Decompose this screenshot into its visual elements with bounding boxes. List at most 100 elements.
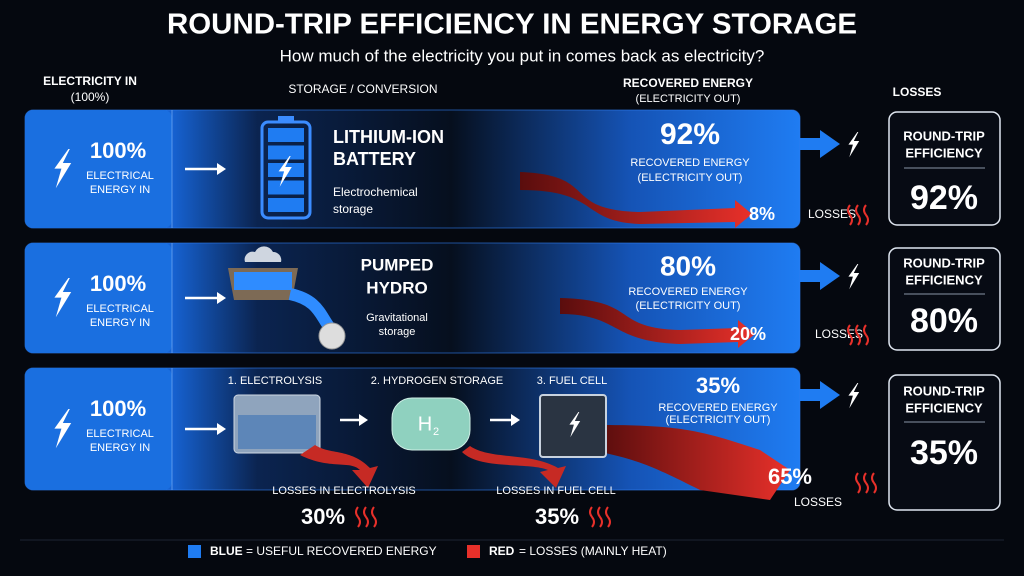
efficiency-value: 92% — [910, 179, 978, 217]
label: LOSSES — [808, 207, 856, 221]
arrowhead — [359, 414, 368, 426]
lightning-icon — [848, 132, 860, 158]
output-arrow — [800, 381, 840, 409]
label: ELECTRICAL — [86, 303, 154, 315]
label: 65% — [768, 464, 812, 489]
heat-icon — [863, 204, 869, 226]
label: 100% — [90, 271, 146, 296]
cloud-icon — [244, 246, 282, 262]
subtitle: How much of the electricity you put in c… — [280, 46, 765, 65]
loss-flow — [462, 446, 566, 488]
water-icon — [238, 415, 316, 449]
arrowhead — [217, 292, 226, 304]
battery-cell — [268, 198, 304, 212]
label: LOSSES — [794, 495, 842, 509]
label: ENERGY IN — [90, 442, 150, 454]
heat-icon — [847, 324, 853, 346]
label: Gravitational — [366, 312, 428, 324]
legend-text: = LOSSES (MAINLY HEAT) — [519, 544, 667, 558]
heat-icon — [863, 472, 869, 494]
battery-cell — [268, 145, 304, 160]
heat-icon — [855, 472, 861, 494]
tank-label: 2 — [433, 426, 439, 438]
label: 3. FUEL CELL — [537, 375, 608, 387]
efficiency-value: 80% — [910, 302, 978, 340]
column-header: STORAGE / CONVERSION — [288, 82, 437, 96]
lightning-icon — [848, 264, 860, 290]
heat-icon — [371, 506, 377, 528]
legend-text: = USEFUL RECOVERED ENERGY — [246, 544, 437, 558]
column-header: (ELECTRICITY OUT) — [636, 93, 741, 105]
label: storage — [333, 202, 373, 216]
label: LOSSES IN FUEL CELL — [496, 485, 615, 497]
lightning-icon — [278, 156, 292, 187]
label: 35% — [696, 373, 740, 398]
heat-icon — [363, 506, 369, 528]
heat-icon — [847, 204, 853, 226]
column-header: (100%) — [71, 90, 110, 104]
label: 100% — [90, 138, 146, 163]
label: ENERGY IN — [90, 317, 150, 329]
efficiency-box — [888, 247, 1001, 351]
lightning-icon — [569, 412, 581, 438]
label: storage — [379, 326, 416, 338]
water-icon — [234, 272, 292, 290]
label: 92% — [660, 118, 720, 151]
label: ROUND-TRIP — [903, 255, 985, 270]
lightning-icon — [848, 383, 860, 409]
title: ROUND-TRIP EFFICIENCY IN ENERGY STORAGE — [167, 9, 857, 41]
loss-flow — [560, 298, 755, 348]
heat-icon — [871, 472, 877, 494]
label: EFFICIENCY — [905, 272, 983, 287]
label: 80% — [660, 250, 716, 281]
legend-swatch — [467, 545, 480, 558]
label: 2. HYDROGEN STORAGE — [371, 375, 503, 387]
output-arrow — [800, 130, 840, 158]
heat-icon — [597, 506, 603, 528]
battery-icon — [278, 116, 294, 122]
legend-swatch — [188, 545, 201, 558]
input-box — [25, 243, 172, 353]
label: 8% — [749, 204, 775, 224]
input-box — [25, 110, 172, 228]
battery-cell — [268, 128, 304, 142]
label: EFFICIENCY — [905, 400, 983, 415]
heat-icon — [855, 204, 861, 226]
label: HYDRO — [366, 278, 427, 297]
lightning-icon — [54, 278, 72, 318]
loss-flow — [300, 445, 378, 488]
lightning-icon — [54, 409, 72, 449]
label: ELECTRICAL — [86, 428, 154, 440]
label: ENERGY IN — [90, 184, 150, 196]
fuel-cell-icon — [539, 394, 607, 458]
label: EFFICIENCY — [905, 145, 983, 160]
column-header: LOSSES — [893, 85, 942, 99]
label: 35% — [535, 504, 579, 529]
label: (ELECTRICITY OUT) — [638, 172, 743, 184]
label: 100% — [90, 396, 146, 421]
input-box — [25, 368, 172, 490]
loss-flow — [600, 425, 790, 500]
heat-icon — [855, 324, 861, 346]
legend-key: BLUE — [210, 544, 243, 558]
label: BATTERY — [333, 149, 416, 169]
label: (ELECTRICITY OUT) — [666, 414, 771, 426]
heat-icon — [863, 324, 869, 346]
arrowhead — [217, 163, 226, 175]
output-arrow — [800, 262, 840, 290]
label: RECOVERED ENERGY — [630, 157, 750, 169]
tank-label: H — [418, 413, 432, 435]
arrowhead — [511, 414, 520, 426]
lightning-icon — [54, 149, 72, 189]
label: ELECTRICAL — [86, 170, 154, 182]
label: PUMPED — [361, 255, 434, 274]
label: (ELECTRICITY OUT) — [636, 300, 741, 312]
turbine-icon — [318, 322, 346, 350]
column-header: RECOVERED ENERGY — [623, 76, 753, 90]
heat-icon — [605, 506, 611, 528]
tank-icon — [391, 397, 471, 451]
battery-cell — [268, 180, 304, 195]
label: ROUND-TRIP — [903, 383, 985, 398]
